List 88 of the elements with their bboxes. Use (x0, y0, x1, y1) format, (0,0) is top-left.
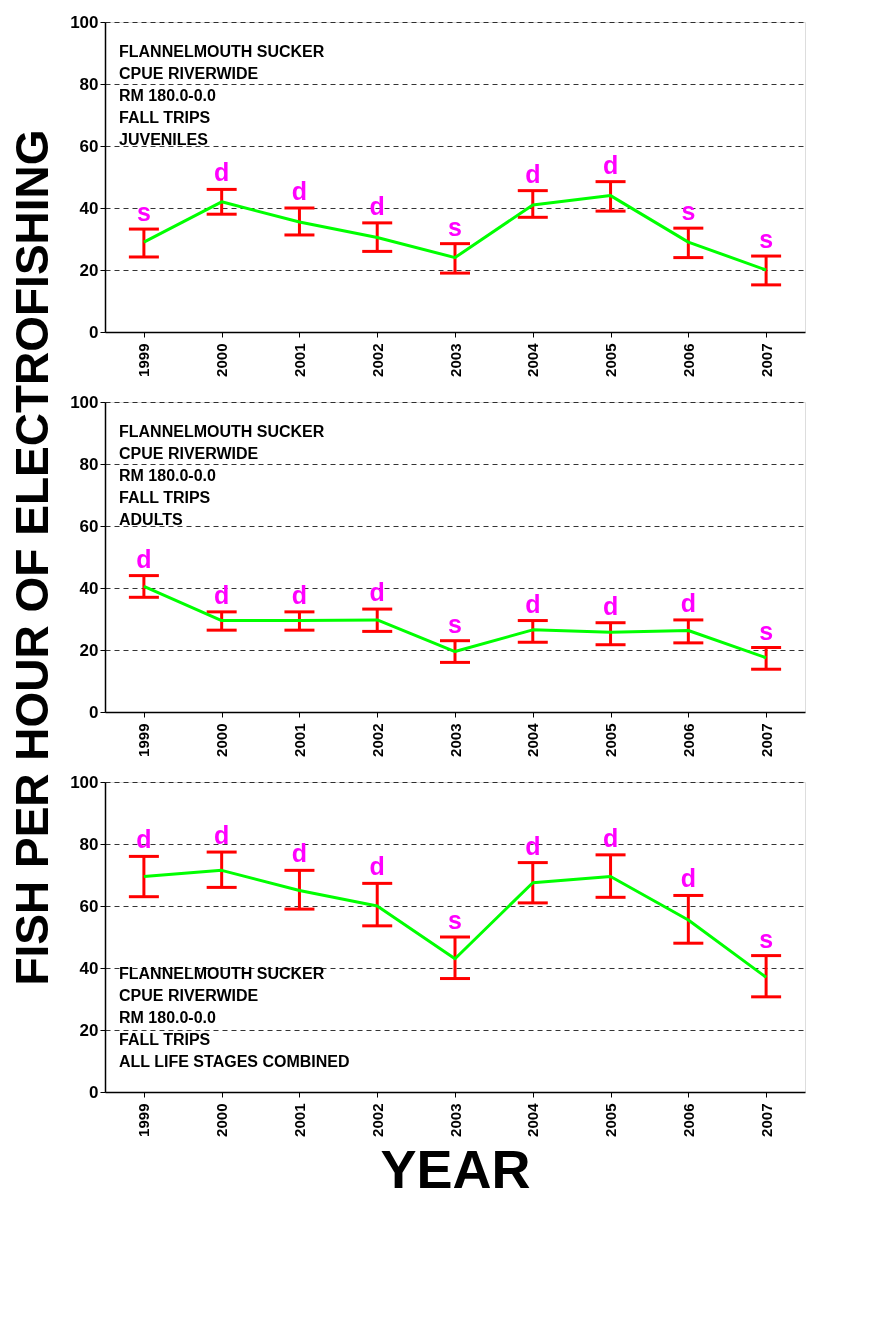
x-tick-label: 2005 (602, 723, 620, 757)
annotation: d (369, 191, 385, 220)
y-tick-label: 60 (79, 896, 99, 916)
y-tick-label: 20 (79, 260, 99, 280)
x-tick-label: 2000 (213, 343, 231, 377)
x-tick-label: 2002 (368, 343, 386, 377)
annotation: d (291, 580, 308, 609)
x-tick-label: 2006 (679, 1103, 697, 1137)
annotation: s (759, 616, 774, 645)
x-tick-label: 2000 (213, 1103, 231, 1137)
y-tick-label: 80 (79, 834, 99, 854)
annotation: RM 180.0-0.0 (119, 467, 217, 484)
annotation: RM 180.0-0.0 (119, 1009, 217, 1026)
annotation: d (602, 591, 619, 620)
annotation: d (602, 823, 619, 852)
x-tick-label: 2005 (602, 1103, 620, 1137)
annotation: d (369, 852, 385, 881)
y-tick-label: 100 (70, 772, 99, 792)
annotation: d (680, 588, 696, 617)
annotation: CPUE RIVERWIDE (119, 987, 259, 1004)
x-tick-label: 2001 (290, 1103, 308, 1137)
y-tick-label: 40 (79, 958, 99, 978)
annotation: s (448, 212, 462, 241)
annotation: d (525, 831, 541, 860)
x-tick-label: 2000 (213, 723, 231, 757)
y-tick-label: 60 (79, 516, 99, 536)
y-axis-title: FISH PER HOUR OF ELECTROFISHING (6, 129, 59, 986)
annotation: FALL TRIPS (119, 489, 211, 506)
annotation: d (525, 589, 541, 618)
y-tick-label: 100 (70, 12, 99, 32)
x-tick-label: 2007 (757, 1103, 775, 1137)
y-tick-label: 60 (79, 136, 99, 156)
y-tick-label: 20 (79, 1020, 99, 1040)
annotation: s (448, 609, 462, 638)
annotation: d (291, 177, 308, 205)
x-tick-label: 2006 (679, 723, 697, 757)
annotation: s (136, 198, 151, 227)
annotation: CPUE RIVERWIDE (119, 65, 259, 82)
x-tick-label: 2002 (368, 723, 386, 757)
y-tick-label: 80 (79, 74, 99, 94)
annotation: d (214, 821, 230, 850)
y-tick-label: 0 (89, 322, 99, 342)
annotation: FLANNELMOUTH SUCKER (119, 965, 325, 982)
x-tick-label: 2004 (524, 342, 542, 377)
annotation: JUVENILES (119, 131, 209, 148)
x-tick-label: 2003 (446, 343, 464, 377)
y-tick-label: 0 (89, 1082, 99, 1102)
annotation: d (680, 864, 696, 893)
x-tick-label: 2005 (602, 343, 620, 377)
y-tick-label: 40 (79, 578, 99, 598)
x-tick-label: 2002 (368, 1103, 386, 1137)
annotation: d (525, 159, 541, 188)
x-tick-label: 2007 (757, 343, 775, 377)
x-tick-label: 2001 (290, 343, 308, 377)
y-tick-label: 80 (79, 454, 99, 474)
x-tick-label: 2007 (757, 723, 775, 757)
x-axis-title: YEAR (380, 1138, 531, 1199)
x-tick-label: 2001 (290, 723, 308, 757)
annotation: FLANNELMOUTH SUCKER (119, 423, 325, 440)
annotation: CPUE RIVERWIDE (119, 445, 259, 462)
annotation: s (759, 924, 774, 953)
y-tick-label: 0 (89, 702, 99, 722)
annotation: FALL TRIPS (119, 109, 211, 126)
y-tick-label: 20 (79, 640, 99, 660)
x-tick-label: 2006 (679, 343, 697, 377)
annotation: s (759, 225, 774, 254)
annotation: d (214, 580, 230, 609)
annotation: d (369, 578, 385, 607)
annotation: d (136, 825, 152, 854)
x-tick-label: 1999 (135, 723, 153, 757)
annotation: FALL TRIPS (119, 1031, 211, 1048)
x-tick-label: 1999 (135, 1103, 153, 1137)
x-tick-label: 2003 (446, 1103, 464, 1137)
annotation: ADULTS (119, 511, 184, 528)
y-tick-label: 40 (79, 198, 99, 218)
x-tick-label: 2004 (524, 1102, 542, 1137)
annotation: RM 180.0-0.0 (119, 87, 217, 104)
annotation: s (448, 906, 462, 934)
annotation: d (136, 544, 152, 573)
annotation: d (291, 839, 308, 868)
x-tick-label: 2004 (524, 722, 542, 757)
annotation: FLANNELMOUTH SUCKER (119, 43, 325, 60)
annotation: d (214, 158, 230, 187)
x-tick-label: 2003 (446, 723, 464, 757)
x-tick-label: 1999 (135, 343, 153, 377)
annotation: ALL LIFE STAGES COMBINED (119, 1053, 350, 1070)
y-tick-label: 100 (70, 392, 99, 412)
annotation: d (602, 150, 619, 179)
